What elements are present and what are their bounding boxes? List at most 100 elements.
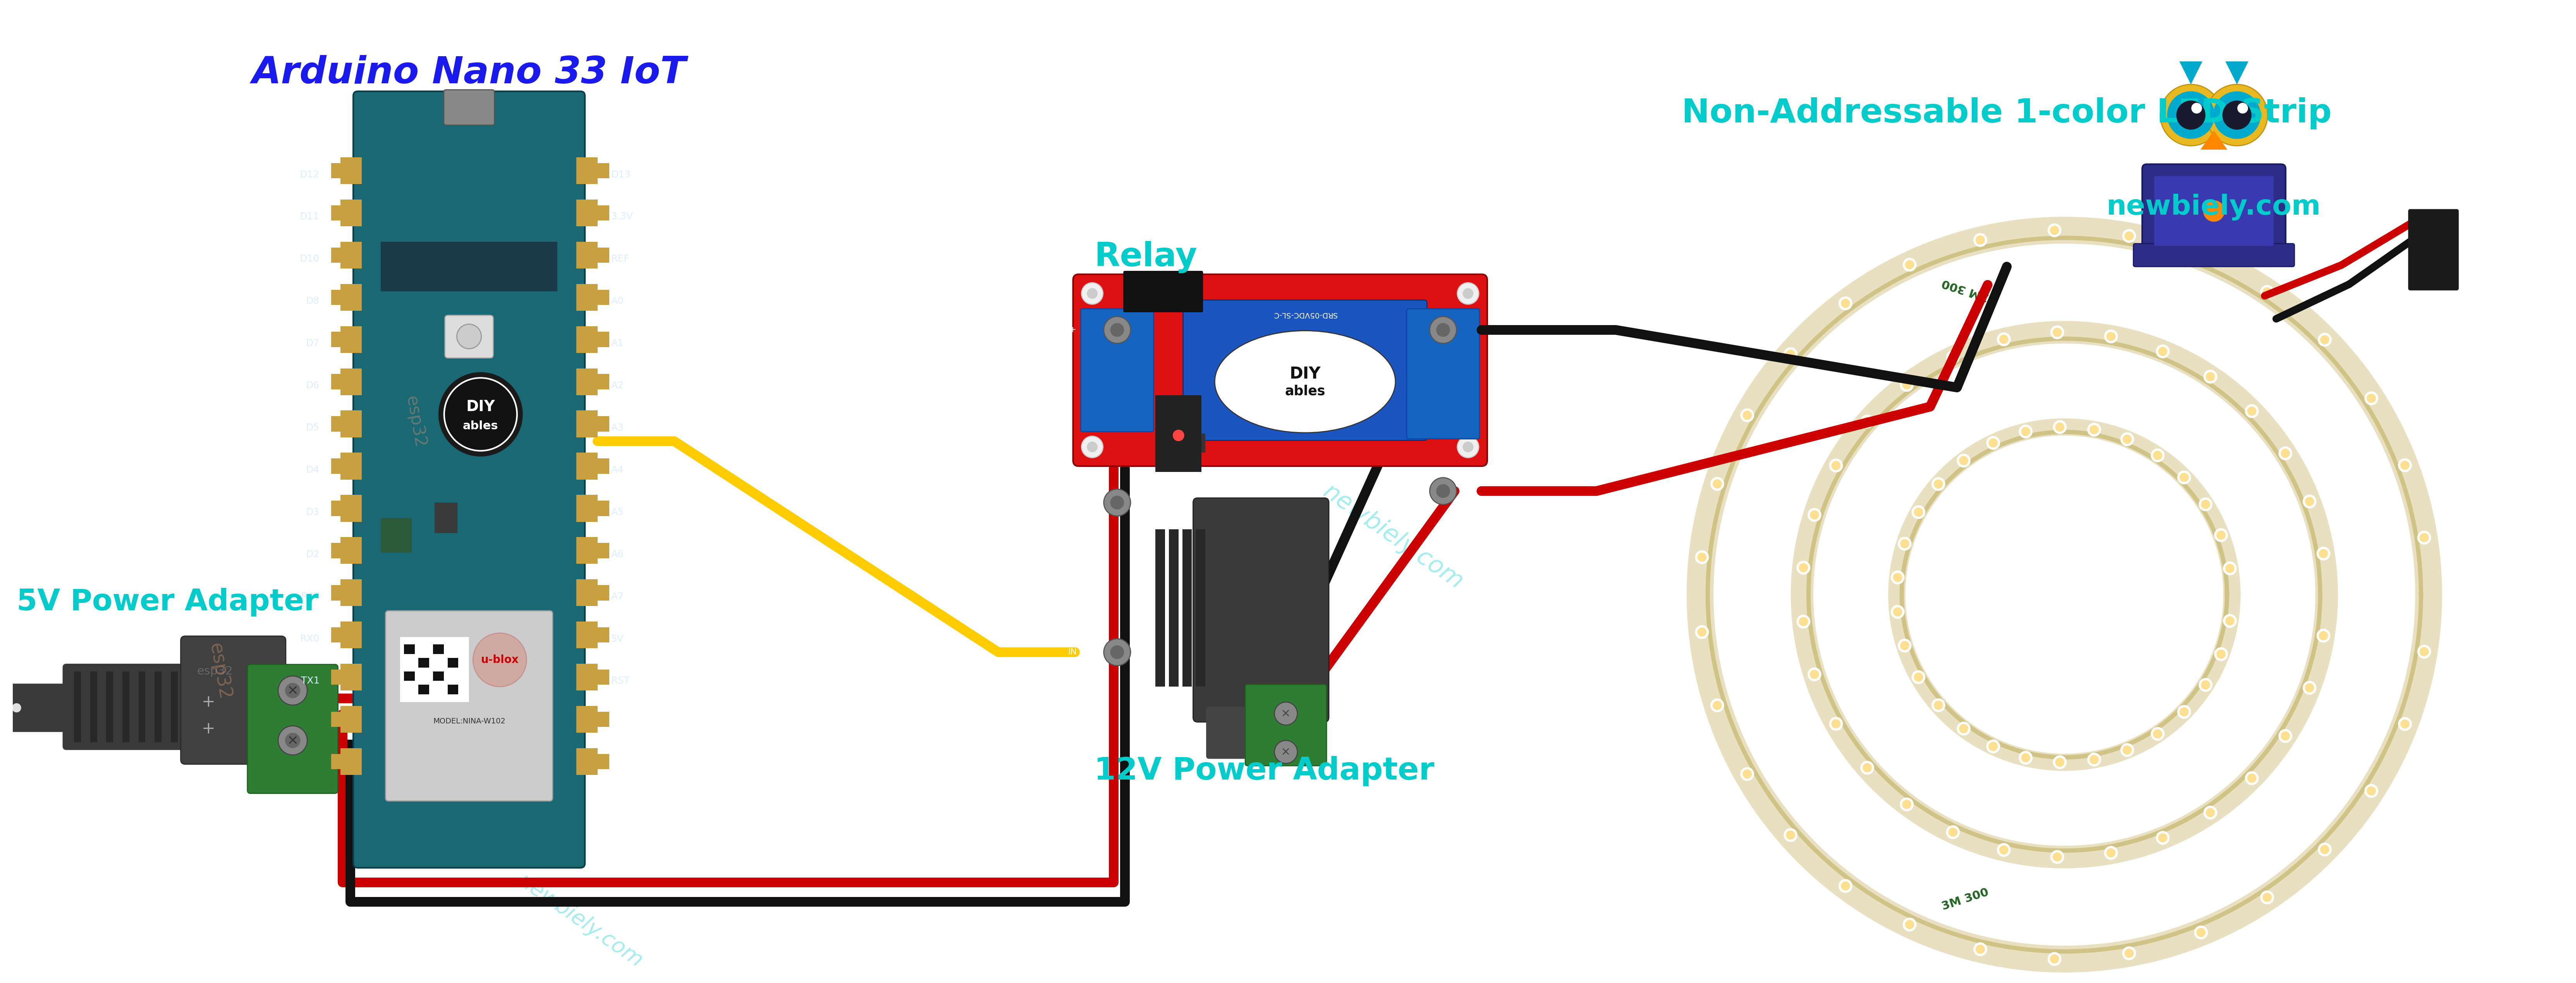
Bar — [577, 242, 598, 268]
FancyBboxPatch shape — [2409, 209, 2458, 290]
Bar — [577, 621, 598, 649]
Bar — [124, 671, 129, 742]
Circle shape — [1832, 461, 1842, 470]
Circle shape — [1103, 317, 1131, 343]
Circle shape — [1901, 380, 1911, 389]
Circle shape — [1899, 537, 1911, 550]
Circle shape — [2053, 327, 2061, 337]
Text: ×: × — [1280, 746, 1291, 758]
Circle shape — [2179, 708, 2190, 717]
Circle shape — [1958, 722, 1971, 735]
Bar — [340, 621, 361, 649]
Circle shape — [2365, 391, 2378, 405]
Circle shape — [1430, 317, 1455, 343]
Circle shape — [2226, 564, 2233, 573]
Circle shape — [2246, 407, 2257, 416]
Text: IN: IN — [1069, 649, 1077, 656]
Circle shape — [2123, 434, 2133, 444]
Text: Non-Addressable 1-color LED Strip: Non-Addressable 1-color LED Strip — [1682, 97, 2331, 129]
Text: ×: × — [1280, 708, 1291, 720]
Circle shape — [1901, 539, 1909, 549]
Text: A6: A6 — [611, 549, 623, 559]
Bar — [598, 205, 608, 220]
Circle shape — [1082, 283, 1103, 304]
Circle shape — [2259, 891, 2275, 904]
Bar — [598, 163, 608, 178]
Circle shape — [2303, 494, 2316, 508]
Circle shape — [2200, 499, 2210, 509]
Circle shape — [1976, 945, 1986, 954]
FancyBboxPatch shape — [443, 89, 495, 125]
Bar — [577, 326, 598, 353]
Circle shape — [1893, 607, 1901, 616]
Bar — [332, 712, 343, 727]
Bar — [332, 754, 343, 769]
Bar — [332, 205, 343, 220]
Text: RX0: RX0 — [299, 634, 319, 644]
Bar — [577, 537, 598, 564]
Circle shape — [2416, 645, 2432, 659]
Text: esp32: esp32 — [206, 642, 234, 701]
Circle shape — [2197, 928, 2205, 937]
Circle shape — [1932, 477, 1945, 491]
Bar — [598, 416, 608, 432]
Circle shape — [2166, 91, 2215, 139]
Circle shape — [2262, 287, 2272, 297]
Circle shape — [2195, 250, 2208, 263]
Text: D10: D10 — [299, 255, 319, 263]
Circle shape — [1893, 573, 1901, 582]
Circle shape — [2056, 423, 2063, 432]
Circle shape — [1698, 627, 1705, 637]
Bar — [1167, 434, 1206, 453]
FancyBboxPatch shape — [180, 636, 286, 764]
Circle shape — [1973, 943, 1986, 956]
Bar — [332, 375, 343, 389]
Circle shape — [1430, 478, 1455, 504]
Circle shape — [2213, 91, 2262, 139]
Circle shape — [2239, 103, 2249, 114]
Circle shape — [2223, 100, 2251, 130]
Circle shape — [1904, 258, 1917, 271]
Bar — [598, 669, 608, 685]
Circle shape — [1811, 669, 1819, 679]
Text: D13: D13 — [611, 170, 631, 179]
FancyBboxPatch shape — [247, 665, 337, 793]
Circle shape — [2050, 954, 2058, 963]
Bar — [332, 163, 343, 178]
Circle shape — [2120, 433, 2133, 446]
Text: MODEL:NINA-W102: MODEL:NINA-W102 — [433, 718, 505, 724]
Circle shape — [1110, 495, 1123, 509]
Circle shape — [2048, 953, 2061, 966]
Circle shape — [1960, 456, 1968, 465]
Circle shape — [1785, 350, 1795, 359]
Bar — [1182, 530, 1193, 687]
Circle shape — [1862, 417, 1873, 427]
Text: 5V: 5V — [611, 634, 623, 644]
Circle shape — [2321, 335, 2329, 344]
Text: DIY: DIY — [1291, 366, 1321, 382]
Bar — [404, 645, 415, 654]
FancyBboxPatch shape — [1182, 300, 1427, 440]
Text: esp32: esp32 — [196, 665, 232, 677]
Circle shape — [2318, 842, 2331, 856]
Bar — [170, 671, 178, 742]
Text: newbiely.com: newbiely.com — [1319, 480, 1468, 594]
Bar — [106, 671, 113, 742]
Circle shape — [1082, 436, 1103, 458]
Bar — [332, 543, 343, 558]
Circle shape — [1811, 510, 1819, 519]
Circle shape — [2195, 926, 2208, 940]
Bar — [577, 200, 598, 226]
Circle shape — [1713, 701, 1721, 710]
Circle shape — [2107, 332, 2115, 341]
Bar — [598, 500, 608, 516]
Circle shape — [2125, 949, 2133, 957]
Circle shape — [2154, 451, 2161, 460]
Circle shape — [2215, 647, 2228, 661]
Text: Arduino Nano 33 IoT: Arduino Nano 33 IoT — [252, 55, 685, 90]
Circle shape — [2020, 425, 2032, 438]
Circle shape — [1999, 845, 2009, 854]
Bar — [340, 157, 361, 184]
Bar — [448, 658, 459, 667]
FancyBboxPatch shape — [62, 664, 193, 750]
